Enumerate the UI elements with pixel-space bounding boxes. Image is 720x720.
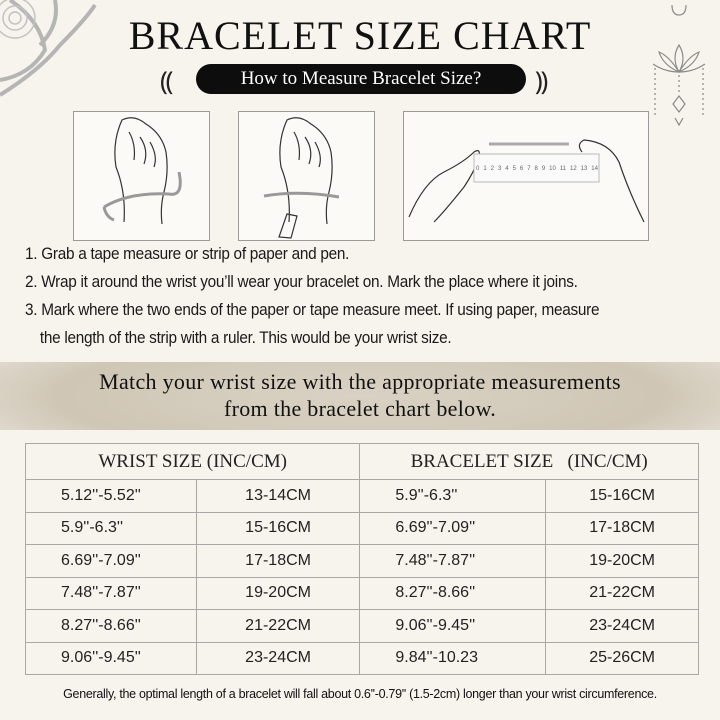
- bracelet-cm-cell: 19-20CM: [545, 544, 699, 578]
- ruler-tick-label: 3: [497, 166, 502, 172]
- right-flourish-icon: ⸩: [535, 67, 549, 97]
- wrist-size-header: WRIST SIZE (INC/CM): [24, 443, 361, 480]
- bracelet-inches-cell: 8.27''-8.66'': [359, 576, 547, 610]
- ruler-tick-label: 7: [527, 166, 531, 172]
- wrist-cm-cell: 19-20CM: [195, 576, 361, 610]
- ruler-tick-label: 4: [505, 166, 509, 172]
- ruler-tick-label: 10: [549, 166, 556, 172]
- banner-text: Match your wrist size with the appropria…: [0, 368, 720, 422]
- wrist-cm-cell: 21-22CM: [195, 609, 361, 643]
- hand-with-pen-icon: [263, 117, 340, 239]
- ruler-tick-label: 14: [591, 166, 598, 172]
- ruler-scale: 0 1 2 3 4 5 6 7 8 9 10 11 12 13 14: [476, 166, 598, 172]
- bracelet-inches-cell: 9.06''-9.45'': [359, 609, 547, 643]
- hand-with-tape-icon: [102, 117, 182, 225]
- wrist-inches-cell: 6.69''-7.09'': [25, 544, 197, 578]
- illustration-wrap-wrist: [73, 111, 210, 241]
- table-row: 9.06''-9.45'' 23-24CM 9.84''-10.23 25-26CM: [25, 641, 699, 675]
- bracelet-inches-cell: 9.84''-10.23: [359, 641, 547, 675]
- table-row: 5.9''-6.3'' 15-16CM 6.69''-7.09'' 17-18CM: [25, 511, 699, 545]
- bracelet-cm-cell: 17-18CM: [545, 511, 699, 545]
- banner-background: [0, 362, 720, 430]
- ruler-tick-label: 5: [512, 166, 516, 172]
- lotus-ornament-icon: [0, 0, 97, 97]
- ruler-tick-label: 13: [580, 166, 588, 172]
- hanging-lotus-icon: [652, 4, 706, 127]
- wrist-inches-cell: 5.12''-5.52'': [25, 479, 197, 513]
- hands-with-ruler-icon: [408, 139, 645, 223]
- wrist-inches-cell: 5.9''-6.3'': [25, 511, 197, 545]
- ruler-tick-label: 2: [490, 166, 494, 172]
- wrist-inches-cell: 8.27''-8.66'': [25, 609, 197, 643]
- wrist-cm-cell: 13-14CM: [195, 479, 361, 513]
- banner-line-1: Match your wrist size with the appropria…: [99, 369, 621, 394]
- ruler-tick-label: 9: [541, 166, 546, 172]
- bracelet-cm-cell: 15-16CM: [545, 479, 699, 513]
- bracelet-cm-cell: 23-24CM: [545, 609, 699, 643]
- ruler-tick-label: 12: [569, 166, 577, 172]
- bracelet-cm-cell: 25-26CM: [545, 641, 699, 675]
- table-row: 8.27''-8.66'' 21-22CM 9.06''-9.45'' 23-24CM: [25, 609, 699, 643]
- ruler-tick-label: 6: [519, 166, 524, 172]
- ruler-tick-label: 8: [534, 166, 538, 172]
- page-title: BRACELET SIZE CHART: [128, 13, 592, 58]
- footnote: Generally, the optimal length of a brace…: [63, 687, 657, 701]
- step-3: 3. Mark where the two ends of the paper …: [25, 301, 600, 319]
- wrist-cm-cell: 23-24CM: [195, 641, 361, 675]
- table-row: 7.48''-7.87'' 19-20CM 8.27''-8.66'' 21-22CM: [25, 576, 699, 610]
- step-1: 1. Grab a tape measure or strip of paper…: [25, 245, 350, 263]
- table-row: 6.69''-7.09'' 17-18CM 7.48''-7.87'' 19-20CM: [25, 544, 699, 578]
- step-3-continued: the length of the strip with a ruler. Th…: [39, 329, 452, 347]
- bracelet-inches-cell: 7.48''-7.87'': [359, 544, 547, 578]
- bracelet-inches-cell: 5.9''-6.3'': [359, 479, 547, 513]
- bracelet-cm-cell: 21-22CM: [545, 576, 699, 610]
- ruler-tick-label: 0: [476, 166, 480, 172]
- table-header-row: WRIST SIZE (INC/CM) BRACELET SIZE (INC/C…: [24, 443, 699, 480]
- banner-line-2: from the bracelet chart below.: [223, 396, 497, 421]
- ruler-tick-label: 1: [483, 166, 487, 172]
- wrist-inches-cell: 7.48''-7.87'': [25, 576, 197, 610]
- wrist-cm-cell: 17-18CM: [195, 544, 361, 578]
- left-flourish-icon: ⸨: [160, 67, 174, 97]
- instruction-steps: 1. Grab a tape measure or strip of paper…: [25, 240, 713, 352]
- bracelet-size-header: BRACELET SIZE (INC/CM): [359, 443, 699, 480]
- step-2: 2. Wrap it around the wrist you’ll wear …: [25, 273, 578, 291]
- size-table: WRIST SIZE (INC/CM) BRACELET SIZE (INC/C…: [24, 443, 699, 675]
- illustration-measure-ruler: 0 1 2 3 4 5 6 7 8 9 10 11 12 13 14: [403, 111, 649, 241]
- bracelet-inches-cell: 6.69''-7.09'': [359, 511, 547, 545]
- ruler-tick-label: 11: [559, 166, 567, 172]
- illustration-mark-joint: [238, 111, 375, 241]
- subtitle-pill: How to Measure Bracelet Size?: [196, 64, 526, 94]
- wrist-inches-cell: 9.06''-9.45'': [25, 641, 197, 675]
- table-row: 5.12''-5.52'' 13-14CM 5.9''-6.3'' 15-16CM: [25, 479, 699, 513]
- wrist-cm-cell: 15-16CM: [195, 511, 361, 545]
